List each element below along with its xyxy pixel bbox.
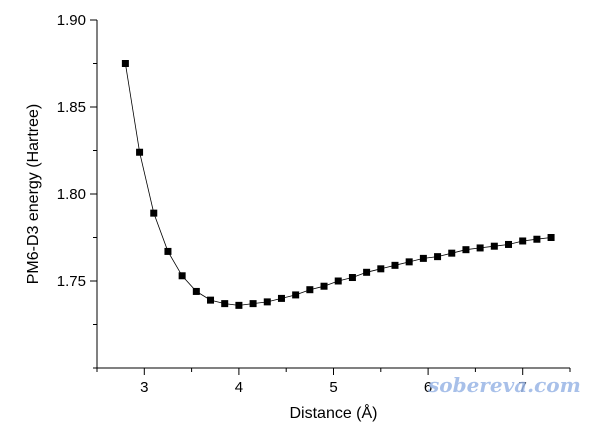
- x-tick-label: 5: [329, 379, 337, 396]
- x-tick-label: 3: [140, 379, 148, 396]
- y-axis-title: PM6-D3 energy (Hartree): [25, 104, 42, 285]
- data-point: [434, 253, 442, 261]
- data-point: [192, 287, 200, 295]
- data-point: [306, 286, 314, 294]
- x-tick-label: 7: [519, 379, 527, 396]
- y-ticks: 1.75 1.80 1.85 1.90: [57, 12, 97, 369]
- data-point: [391, 261, 399, 269]
- data-point: [490, 242, 498, 250]
- series-line: [125, 63, 552, 306]
- y-tick-label: 1.90: [57, 12, 86, 29]
- data-point: [363, 268, 371, 276]
- axes: [96, 20, 570, 369]
- data-point: [476, 244, 484, 252]
- watermark: sobereva.com: [427, 373, 581, 397]
- data-point: [207, 296, 215, 304]
- data-point: [377, 265, 385, 273]
- data-point: [150, 209, 158, 217]
- series-points: [121, 60, 555, 309]
- data-point: [334, 277, 342, 285]
- data-point: [505, 240, 513, 248]
- data-point: [462, 246, 470, 254]
- data-point: [164, 247, 172, 255]
- data-point: [519, 237, 527, 245]
- data-point: [136, 148, 144, 156]
- x-ticks: 3 4 5 6 7: [96, 368, 571, 396]
- data-point: [277, 294, 285, 302]
- y-tick-label: 1.75: [57, 273, 86, 290]
- data-point: [263, 298, 271, 306]
- y-tick-label: 1.80: [57, 186, 86, 203]
- data-point: [448, 249, 456, 257]
- data-point: [292, 291, 300, 299]
- data-point: [533, 235, 541, 243]
- data-point: [547, 234, 555, 241]
- data-point: [405, 258, 413, 266]
- data-point: [249, 300, 257, 308]
- x-axis-title: Distance (Å): [289, 403, 377, 422]
- x-tick-label: 4: [235, 379, 243, 396]
- data-point: [121, 60, 129, 67]
- data-point: [178, 272, 186, 280]
- data-point: [221, 300, 229, 308]
- data-point: [235, 301, 243, 309]
- data-point: [419, 254, 427, 262]
- x-tick-label: 6: [424, 379, 432, 396]
- data-point: [320, 282, 328, 290]
- y-tick-label: 1.85: [57, 99, 86, 116]
- data-point: [348, 274, 356, 282]
